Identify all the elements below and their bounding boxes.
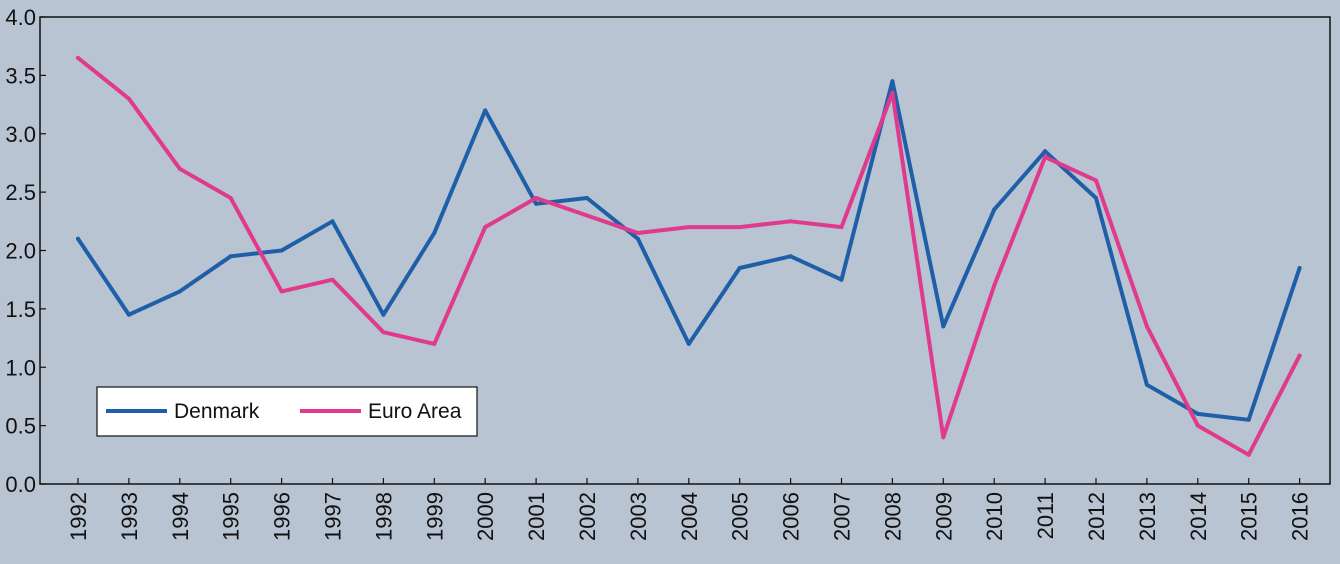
x-tick-label: 2003 [626,492,651,541]
data-point-denmark [381,312,386,317]
y-tick-label: 1.0 [5,355,36,380]
plot-frame [39,16,1331,485]
data-point-denmark [992,207,997,212]
x-tick-label: 1995 [219,492,244,541]
data-point-euro-area [432,341,437,346]
data-point-denmark [1144,382,1149,387]
series-lines [76,55,1302,457]
x-tick-label: 2009 [931,492,956,541]
data-point-denmark [1043,149,1048,154]
x-tick-label: 1994 [168,492,193,541]
x-tick-label: 2012 [1084,492,1109,541]
x-tick-label: 1998 [371,492,396,541]
x-tick-label: 2000 [473,492,498,541]
legend: Denmark Euro Area [96,386,478,437]
data-point-denmark [126,312,131,317]
y-tick-label: 2.5 [5,180,36,205]
x-tick-label: 2016 [1288,492,1313,541]
data-point-euro-area [381,330,386,335]
x-tick-label: 2010 [982,492,1007,541]
y-tick-label: 3.5 [5,63,36,88]
data-point-euro-area [839,225,844,230]
x-tick-label: 2014 [1186,492,1211,541]
x-tick-label: 2007 [830,492,855,541]
legend-label-denmark: Denmark [174,400,260,423]
data-point-euro-area [177,166,182,171]
data-point-denmark [1246,417,1251,422]
x-tick-label: 1999 [422,492,447,541]
x-tick-label: 2005 [728,492,753,541]
y-axis: 0.0 0.5 1.0 1.5 2.0 2.5 3.0 3.5 4.0 [5,5,46,497]
x-tick-label: 1993 [117,492,142,541]
data-point-euro-area [534,196,539,200]
data-point-euro-area [76,55,80,60]
x-tick-label: 1996 [270,492,295,541]
data-point-denmark [686,341,691,346]
x-tick-label: 2001 [524,492,549,541]
legend-label-euro-area: Euro Area [368,400,462,423]
x-tick-label: 2015 [1237,492,1262,541]
data-point-euro-area [1246,452,1251,457]
data-point-denmark [76,236,80,241]
y-tick-label: 3.0 [5,122,36,147]
data-point-euro-area [585,213,589,218]
x-tick-label: 2004 [677,492,702,541]
data-point-denmark [890,79,895,84]
data-point-denmark [635,236,640,241]
data-point-euro-area [890,90,895,95]
data-point-denmark [585,196,589,200]
data-point-euro-area [1297,353,1302,358]
y-tick-label: 2.0 [5,239,36,264]
x-tick-label: 2008 [880,492,905,541]
data-point-euro-area [1195,423,1200,428]
data-point-denmark [1195,411,1200,416]
x-axis: 1992 1993 1994 1995 1996 1997 1998 1999 2000 2001… [66,478,1313,541]
data-point-denmark [1297,266,1302,270]
data-point-euro-area [228,196,233,200]
data-point-euro-area [737,225,742,230]
data-point-euro-area [483,225,488,230]
x-tick-label: 1992 [66,492,91,541]
data-point-euro-area [1094,178,1098,183]
data-point-denmark [330,219,335,224]
x-tick-label: 2011 [1033,492,1058,539]
y-tick-label: 0.5 [5,414,36,439]
x-tick-label: 2013 [1135,492,1160,541]
data-point-euro-area [788,219,793,224]
data-point-denmark [483,108,488,113]
data-point-denmark [788,254,793,259]
data-point-denmark [228,254,233,259]
data-point-euro-area [279,289,284,294]
data-point-euro-area [126,96,131,101]
y-tick-label: 1.5 [5,297,36,322]
data-point-euro-area [1043,155,1048,160]
data-point-euro-area [992,283,997,288]
x-tick-label: 2002 [575,492,600,541]
data-point-euro-area [686,225,691,230]
x-tick-label: 1997 [321,492,346,541]
y-tick-label: 4.0 [5,5,36,30]
data-point-denmark [177,289,182,294]
data-point-denmark [279,248,284,253]
y-tick-label: 0.0 [5,472,36,497]
data-point-denmark [534,201,539,206]
x-tick-label: 2006 [779,492,804,541]
data-point-euro-area [635,231,640,235]
data-point-euro-area [330,277,335,282]
data-point-euro-area [941,435,946,440]
data-point-denmark [432,231,437,235]
data-point-euro-area [1144,324,1149,329]
data-point-denmark [737,266,742,270]
data-point-denmark [839,277,844,282]
data-point-denmark [1094,196,1098,200]
data-point-denmark [941,324,946,329]
